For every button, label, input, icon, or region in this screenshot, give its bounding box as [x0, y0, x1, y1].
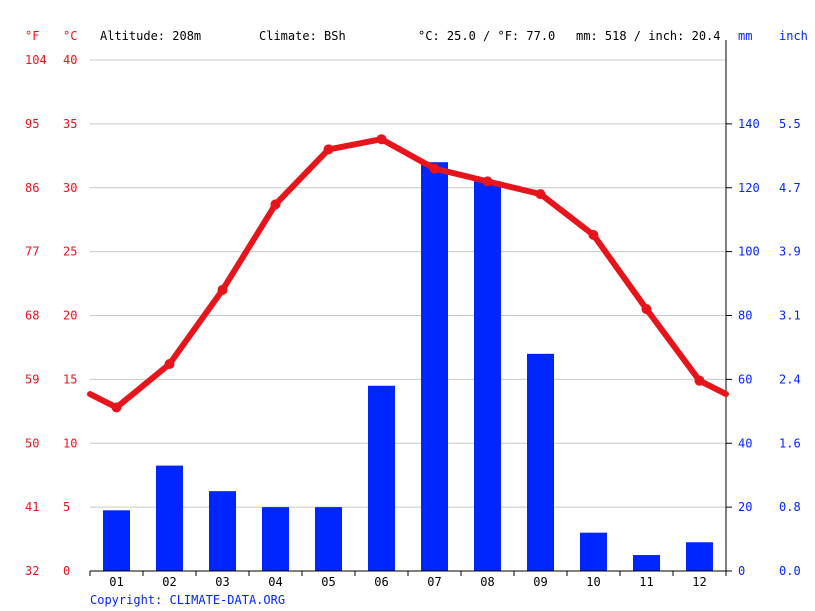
temperature-point [217, 284, 228, 295]
precip-bar [686, 542, 713, 571]
temperature-point [641, 304, 652, 315]
temperature-point [482, 176, 493, 187]
fahrenheit-tick-label: 41 [25, 500, 39, 514]
climate-label: Climate: BSh [259, 29, 346, 43]
precipitation-bars [103, 162, 713, 572]
celsius-tick-label: 25 [63, 245, 77, 259]
x-tick-label: 01 [109, 575, 123, 589]
axes [89, 40, 732, 576]
inch-tick-label: 0.8 [779, 500, 801, 514]
fahrenheit-tick-label: 77 [25, 245, 39, 259]
temperature-point [323, 144, 334, 155]
inch-tick-label: 3.1 [779, 309, 801, 323]
mm-tick-label: 80 [738, 309, 752, 323]
temperature-polyline [87, 136, 729, 411]
temperature-point [376, 134, 387, 145]
precip-bar [633, 555, 660, 571]
precip-total-label: mm: 518 / inch: 20.4 [576, 29, 721, 43]
mm-tick-label: 20 [738, 500, 752, 514]
copyright-link[interactable]: Copyright: CLIMATE-DATA.ORG [90, 593, 285, 607]
temperature-point [535, 189, 546, 200]
mm-tick-label: 100 [738, 245, 760, 259]
tick-labels: 01 02 03 04 05 06 07 08 09 10 11 12 32 0 41 5 50 10 59 15 68… [25, 53, 801, 589]
gridlines [90, 59, 726, 572]
precip-bar [368, 385, 395, 571]
inch-tick-label: 4.7 [779, 181, 801, 195]
x-tick-label: 11 [639, 575, 653, 589]
temperature-line [87, 134, 729, 413]
mm-tick-label: 0 [738, 564, 745, 578]
celsius-tick-label: 35 [63, 117, 77, 131]
celsius-tick-label: 10 [63, 436, 77, 450]
temperature-point [270, 199, 281, 210]
x-tick-label: 03 [215, 575, 229, 589]
celsius-tick-label: 5 [63, 500, 70, 514]
x-tick-label: 06 [374, 575, 388, 589]
inch-tick-label: 0.0 [779, 564, 801, 578]
fahrenheit-tick-label: 95 [25, 117, 39, 131]
x-tick-label: 07 [427, 575, 441, 589]
unit-fahrenheit-label: °F [25, 29, 39, 43]
x-tick-label: 02 [162, 575, 176, 589]
x-tick-label: 10 [586, 575, 600, 589]
unit-mm-label: mm [738, 29, 752, 43]
precip-bar [527, 353, 554, 571]
fahrenheit-tick-label: 59 [25, 372, 39, 386]
precip-bar [474, 181, 501, 572]
unit-inch-label: inch [779, 29, 808, 43]
temperature-point [111, 402, 122, 413]
precip-bar [103, 510, 130, 571]
inch-tick-label: 2.4 [779, 372, 801, 386]
precip-bar [421, 162, 448, 571]
precip-bar [315, 507, 342, 571]
unit-celsius-label: °C [63, 29, 77, 43]
precip-bar [156, 465, 183, 571]
inch-tick-label: 3.9 [779, 245, 801, 259]
x-tick-label: 08 [480, 575, 494, 589]
precip-bar [580, 532, 607, 571]
x-tick-label: 05 [321, 575, 335, 589]
celsius-tick-label: 15 [63, 372, 77, 386]
mm-tick-label: 60 [738, 372, 752, 386]
x-tick-label: 09 [533, 575, 547, 589]
fahrenheit-tick-label: 104 [25, 53, 47, 67]
mm-tick-label: 140 [738, 117, 760, 131]
temperature-point [429, 163, 440, 174]
altitude-label: Altitude: 208m [100, 29, 201, 43]
inch-tick-label: 5.5 [779, 117, 801, 131]
precip-bar [262, 507, 289, 571]
fahrenheit-tick-label: 50 [25, 436, 39, 450]
avg-temp-label: °C: 25.0 / °F: 77.0 [418, 29, 555, 43]
precip-bar [209, 491, 236, 571]
temperature-point [694, 375, 705, 386]
celsius-tick-label: 40 [63, 53, 77, 67]
inch-tick-label: 1.6 [779, 436, 801, 450]
mm-tick-label: 120 [738, 181, 760, 195]
celsius-tick-label: 20 [63, 309, 77, 323]
fahrenheit-tick-label: 68 [25, 309, 39, 323]
temperature-point [588, 230, 599, 241]
mm-tick-label: 40 [738, 436, 752, 450]
fahrenheit-tick-label: 32 [25, 564, 39, 578]
temperature-point [164, 359, 175, 370]
celsius-tick-label: 30 [63, 181, 77, 195]
celsius-tick-label: 0 [63, 564, 70, 578]
x-tick-label: 12 [692, 575, 706, 589]
x-tick-label: 04 [268, 575, 282, 589]
fahrenheit-tick-label: 86 [25, 181, 39, 195]
